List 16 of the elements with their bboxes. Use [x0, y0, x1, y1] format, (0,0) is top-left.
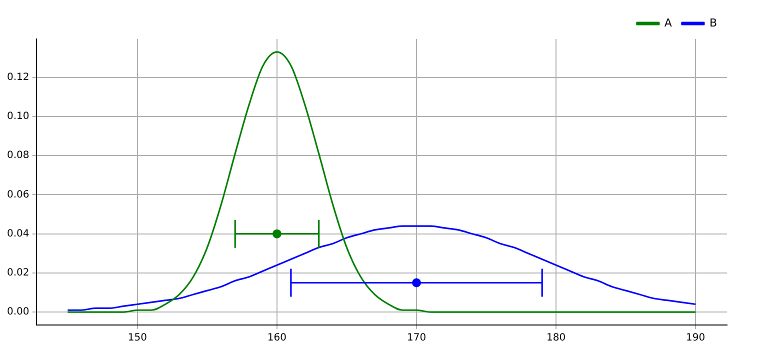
y-tick-label: 0.08 [7, 150, 30, 162]
y-tick-label: 0.12 [7, 72, 30, 83]
x-tick-label: 150 [128, 332, 147, 344]
y-tick-label: 0.02 [7, 268, 30, 279]
y-tick-label: 0.06 [7, 189, 30, 200]
line-series [66, 51, 696, 313]
legend-label: A [664, 16, 672, 30]
y-tick-label: 0.04 [7, 228, 30, 240]
x-tick-label: 180 [546, 332, 566, 344]
y-tick-label: 0.00 [7, 306, 30, 318]
x-tick-label: 190 [686, 332, 706, 344]
legend-label: B [709, 16, 717, 30]
x-tick-label: 170 [406, 332, 426, 344]
x-tick-label: 160 [267, 332, 287, 344]
y-tick-label: 0.10 [7, 111, 30, 122]
line-series [66, 225, 696, 311]
